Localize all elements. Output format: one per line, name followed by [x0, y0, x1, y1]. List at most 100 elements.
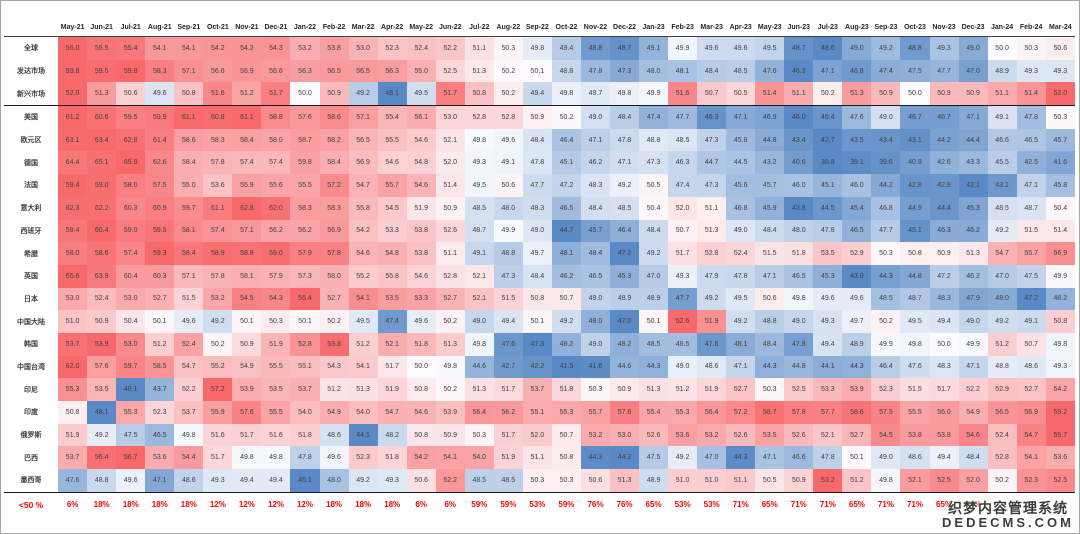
heatmap-cell: 44.6 [609, 355, 640, 379]
heatmap-cell: 53.6 [203, 174, 233, 197]
heatmap-cell: 41.6 [1045, 151, 1075, 175]
heatmap-cell: 51.8 [406, 332, 436, 356]
heatmap-cell: 47.1 [580, 128, 610, 152]
heatmap-cell: 50.4 [1045, 196, 1075, 220]
footer-percent-cell: 12% [261, 492, 291, 517]
heatmap-cell: 47.4 [639, 105, 669, 129]
column-header-jul-22: Jul-22 [464, 18, 494, 37]
column-header-dec-23: Dec-23 [958, 18, 988, 37]
heatmap-cell: 54.3 [261, 287, 291, 311]
column-header-jul-23: Jul-23 [813, 18, 843, 37]
heatmap-cell: 52.1 [813, 423, 843, 447]
heatmap-cell: 49.7 [522, 242, 552, 265]
heatmap-cell: 50.9 [929, 242, 959, 265]
heatmap-cell: 57.4 [261, 151, 291, 175]
heatmap-cell: 53.2 [813, 469, 843, 493]
heatmap-cell: 49.4 [929, 310, 959, 333]
heatmap-cell: 56.3 [290, 59, 320, 83]
heatmap-cell: 53.3 [406, 287, 436, 311]
heatmap-cell: 53.0 [435, 105, 465, 129]
heatmap-cell: 63.9 [87, 264, 117, 288]
heatmap-cell: 53.0 [348, 36, 378, 60]
heatmap-cell: 55.9 [203, 401, 233, 424]
heatmap-cell: 58.0 [319, 264, 349, 288]
heatmap-cell: 65.1 [87, 151, 117, 175]
heatmap-cell: 48.9 [639, 469, 669, 493]
heatmap-cell: 52.1 [464, 287, 494, 311]
heatmap-cell: 48.0 [319, 469, 349, 493]
heatmap-row: 欧元区 63.1 63.4 62.8 61.4 58.6 58.3 58.4 58.0 58.7 5… [4, 128, 1075, 152]
heatmap-cell: 57.1 [174, 264, 204, 288]
heatmap-table: May-21 Jun-21 Jul-21 Aug-21 Sep-21 Oct-21 Nov-… [4, 18, 1075, 517]
heatmap-cell: 52.6 [726, 423, 756, 447]
heatmap-cell: 47.4 [377, 310, 407, 333]
heatmap-cell: 53.2 [290, 36, 320, 60]
heatmap-cell: 55.0 [406, 59, 436, 83]
heatmap-cell: 50.8 [900, 242, 930, 265]
heatmap-cell: 57.1 [232, 219, 262, 243]
heatmap-cell: 54.2 [1045, 378, 1075, 401]
heatmap-cell: 48.5 [464, 469, 494, 493]
heatmap-cell: 45.3 [958, 196, 988, 220]
footer-percent-cell: 53% [668, 492, 698, 517]
heatmap-cell: 51.9 [406, 196, 436, 220]
heatmap-cell: 63.4 [87, 128, 117, 152]
column-header-feb-22: Feb-22 [319, 18, 349, 37]
heatmap-cell: 55.3 [58, 378, 88, 401]
heatmap-cell: 44.3 [639, 355, 669, 379]
footer-percent-cell: 53% [697, 492, 727, 517]
heatmap-cell: 49.6 [697, 36, 727, 60]
heatmap-cell: 46.8 [871, 196, 901, 220]
heatmap-cell: 46.2 [551, 264, 581, 288]
heatmap-cell: 54.8 [406, 151, 436, 175]
heatmap-cell: 51.9 [697, 378, 727, 401]
heatmap-cell: 56.6 [261, 59, 291, 83]
heatmap-cell: 54.6 [406, 128, 436, 152]
heatmap-cell: 43.4 [784, 128, 814, 152]
heatmap-cell: 52.8 [435, 264, 465, 288]
heatmap-cell: 46.4 [551, 128, 581, 152]
heatmap-cell: 45.7 [755, 174, 785, 197]
column-header-aug-23: Aug-23 [842, 18, 872, 37]
heatmap-cell: 49.8 [435, 355, 465, 379]
heatmap-cell: 49.2 [987, 219, 1017, 243]
heatmap-cell: 57.1 [174, 59, 204, 83]
heatmap-cell: 46.7 [929, 105, 959, 129]
heatmap-cell: 54.1 [145, 36, 175, 60]
heatmap-cell: 53.5 [87, 378, 117, 401]
heatmap-cell: 43.5 [842, 128, 872, 152]
heatmap-cell: 56.5 [348, 59, 378, 83]
heatmap-cell: 58.0 [261, 128, 291, 152]
heatmap-cell: 56.5 [348, 128, 378, 152]
heatmap-cell: 38.8 [813, 151, 843, 175]
heatmap-cell: 50.3 [551, 469, 581, 493]
heatmap-cell: 51.8 [784, 242, 814, 265]
heatmap-cell: 47.1 [958, 105, 988, 129]
heatmap-cell: 56.4 [697, 401, 727, 424]
heatmap-cell: 40.8 [900, 151, 930, 175]
heatmap-cell: 43.1 [900, 128, 930, 152]
heatmap-cell: 46.3 [668, 151, 698, 175]
heatmap-cell: 58.7 [755, 401, 785, 424]
heatmap-cell: 54.3 [319, 355, 349, 379]
heatmap-cell: 52.4 [726, 242, 756, 265]
heatmap-cell: 48.8 [755, 310, 785, 333]
heatmap-cell: 56.9 [232, 59, 262, 83]
heatmap-cell: 47.8 [580, 59, 610, 83]
heatmap-cell: 49.2 [551, 310, 581, 333]
heatmap-cell: 41.6 [580, 355, 610, 379]
heatmap-cell: 50.4 [639, 196, 669, 220]
heatmap-cell: 59.9 [145, 105, 175, 129]
heatmap-cell: 48.2 [377, 423, 407, 447]
heatmap-cell: 50.5 [755, 469, 785, 493]
heatmap-cell: 53.9 [435, 401, 465, 424]
heatmap-cell: 47.3 [609, 59, 640, 83]
heatmap-cell: 49.8 [900, 332, 930, 356]
heatmap-cell: 44.8 [900, 264, 930, 288]
heatmap-cell: 54.1 [174, 36, 204, 60]
heatmap-cell: 50.9 [435, 196, 465, 220]
heatmap-cell: 54.5 [232, 287, 262, 311]
heatmap-cell: 52.0 [668, 196, 698, 220]
row-label: 全球 [4, 36, 59, 60]
row-label: 法国 [4, 174, 59, 197]
